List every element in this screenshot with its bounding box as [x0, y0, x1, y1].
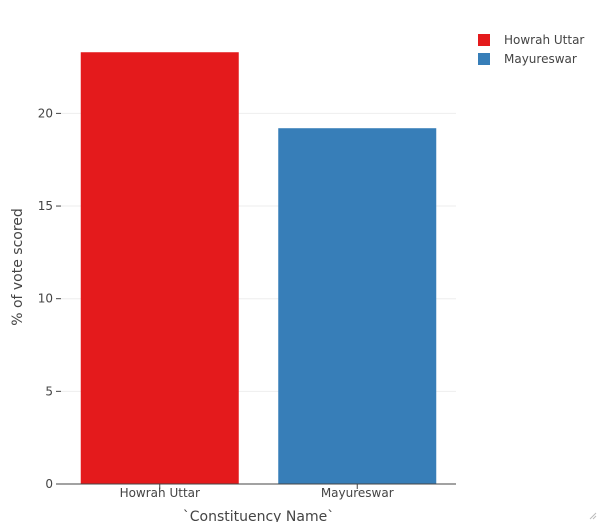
resize-handle-icon[interactable] [589, 512, 597, 520]
bar-mayureswar[interactable] [278, 128, 437, 484]
y-axis-ticks: 0 5 10 15 20 [38, 106, 61, 491]
y-tick-label: 10 [38, 292, 53, 306]
bars [80, 52, 437, 485]
y-tick-label: 15 [38, 199, 53, 213]
legend-label: Howrah Uttar [504, 33, 584, 47]
x-tick-label: Mayureswar [321, 486, 394, 500]
bar-howrah-uttar[interactable] [80, 52, 239, 485]
x-axis-title: `Constituency Name` [183, 509, 334, 522]
legend-item[interactable]: Mayureswar [478, 52, 577, 66]
legend-label: Mayureswar [504, 52, 577, 66]
legend-swatch [478, 53, 490, 65]
x-tick-label: Howrah Uttar [120, 486, 200, 500]
y-tick-label: 20 [38, 106, 53, 120]
y-tick-label: 0 [45, 477, 53, 491]
x-axis-ticks: Howrah Uttar Mayureswar [120, 484, 394, 500]
legend-item[interactable]: Howrah Uttar [478, 33, 584, 47]
legend-swatch [478, 34, 490, 46]
y-tick-label: 5 [45, 384, 53, 398]
legend[interactable]: Howrah Uttar Mayureswar [478, 33, 584, 66]
y-axis-title: % of vote scored [10, 208, 26, 326]
